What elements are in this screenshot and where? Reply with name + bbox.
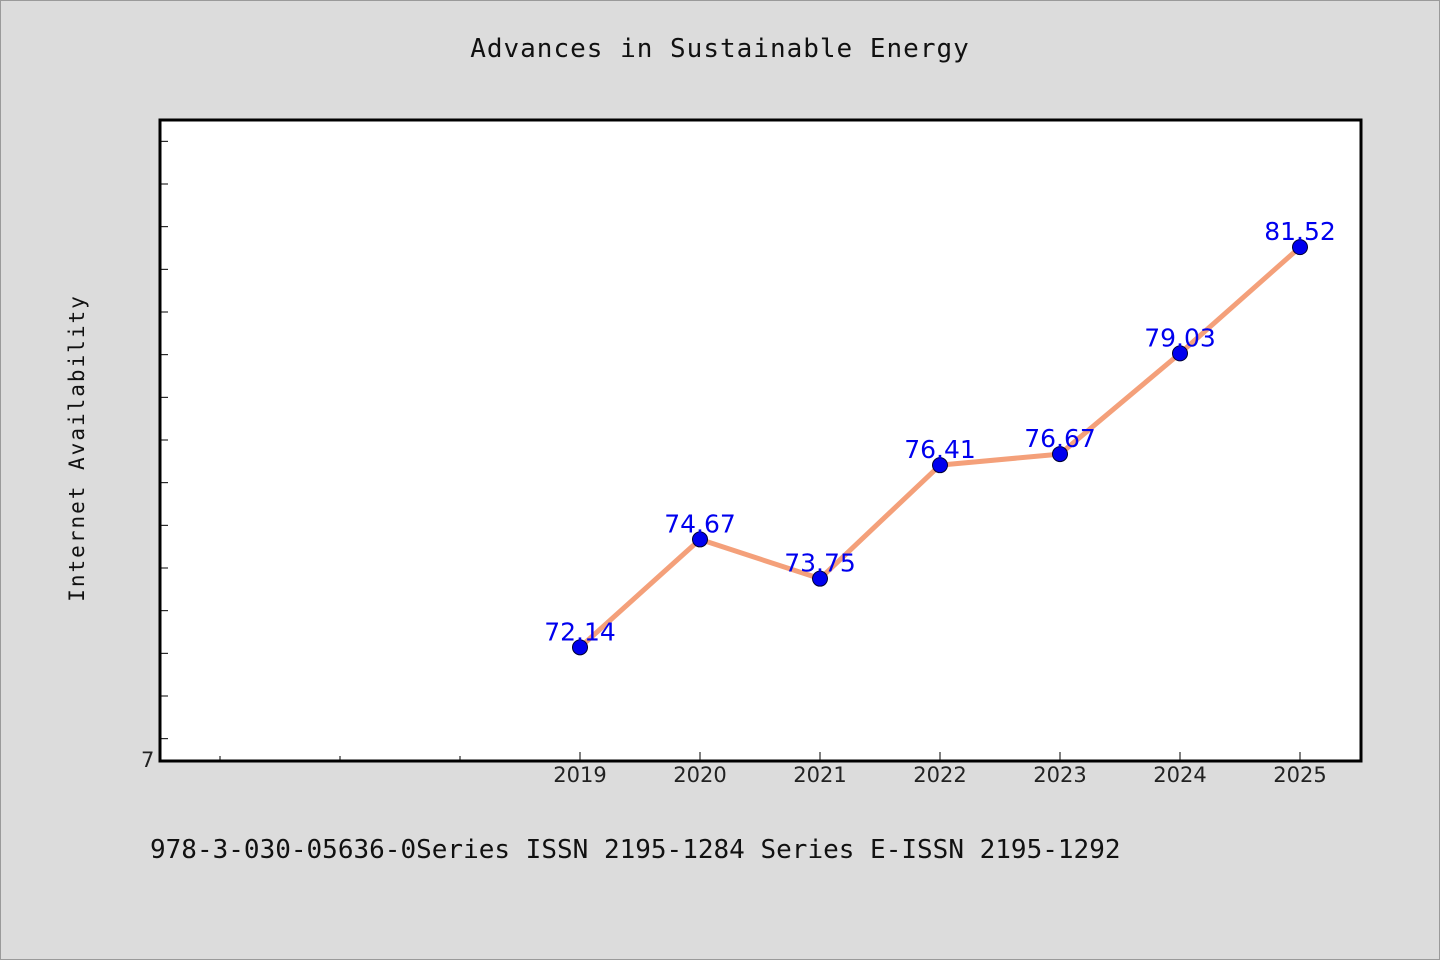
x-tick-label: 2021: [793, 763, 846, 787]
x-tick-label: 2019: [553, 763, 606, 787]
series-markers: [572, 239, 1308, 656]
plot-area: [158, 118, 1363, 763]
data-point: [812, 570, 828, 587]
data-point: [1172, 345, 1188, 362]
data-label: 74.67: [664, 509, 736, 538]
data-labels: 72.14 74.67 73.75 76.41 76.67 79.03 81.52: [544, 217, 1336, 646]
x-axis-ticks: 2019 2020 2021 2022 2023 2024 2025: [219, 752, 1327, 787]
chart-title: Advances in Sustainable Energy: [470, 34, 970, 64]
x-tick-label: 2024: [1153, 763, 1206, 787]
data-label: 73.75: [784, 549, 856, 578]
data-point: [932, 457, 948, 474]
data-label: 81.52: [1264, 217, 1336, 246]
data-point: [692, 531, 708, 548]
x-tick-label: 2023: [1033, 763, 1086, 787]
y-axis-ticks: [160, 140, 168, 740]
data-label: 76.67: [1024, 424, 1096, 453]
y-tick-label: 7: [141, 748, 154, 772]
data-label: 72.14: [544, 617, 616, 646]
data-point: [1292, 239, 1308, 256]
x-tick-label: 2022: [913, 763, 966, 787]
data-point: [1052, 446, 1068, 463]
x-tick-label: 2020: [673, 763, 726, 787]
footer-isbn-text: 978-3-030-05636-0Series ISSN 2195-1284 S…: [150, 835, 1121, 865]
x-tick-label: 2025: [1273, 763, 1326, 787]
data-label: 79.03: [1144, 323, 1216, 352]
data-point: [572, 639, 588, 656]
data-label: 76.41: [904, 435, 976, 464]
